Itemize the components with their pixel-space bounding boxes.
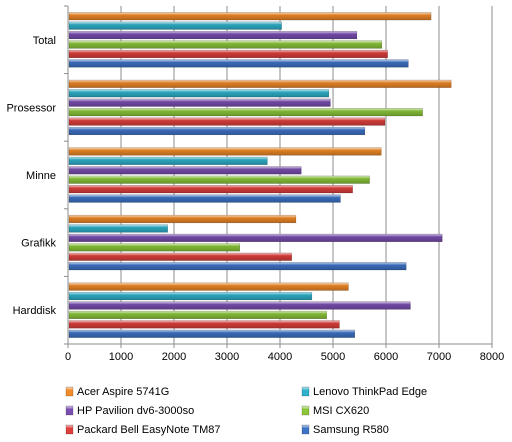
legend-swatch-msi-cx620 [301,405,310,416]
category-label-grafikk: Grafikk [21,238,56,250]
legend-swatch-hp-pavilion-dv6-3000so [65,405,74,416]
legend-swatch-packard-bell-easynote-tm87 [65,424,74,435]
bar-minne-packard-bell-easynote-tm87 [68,185,353,194]
bar-grafikk-samsung-r580 [68,262,407,271]
x-tick-label-8000: 8000 [480,351,504,363]
legend-label-hp-pavilion-dv6-3000so: HP Pavilion dv6-3000so [77,405,194,417]
legend-item-packard-bell-easynote-tm87: Packard Bell EasyNote TM87 [65,424,220,436]
bars [68,12,452,338]
legend-label-lenovo-thinkpad-edge: Lenovo ThinkPad Edge [313,386,427,398]
bar-grafikk-packard-bell-easynote-tm87 [68,252,292,261]
bar-minne-lenovo-thinkpad-edge [68,156,268,165]
bar-grafikk-msi-cx620 [68,243,241,252]
bar-minne-msi-cx620 [68,175,370,184]
legend-label-acer-aspire-5741g: Acer Aspire 5741G [77,386,169,398]
legend-item-hp-pavilion-dv6-3000so: HP Pavilion dv6-3000so [65,405,194,417]
bar-minne-acer-aspire-5741g [68,147,382,156]
legend-item-acer-aspire-5741g: Acer Aspire 5741G [65,386,169,398]
legend-label-msi-cx620: MSI CX620 [313,405,369,417]
bar-prosessor-samsung-r580 [68,126,366,136]
x-tick-label-0: 0 [65,351,71,363]
bar-harddisk-hp-pavilion-dv6-3000so [68,301,411,310]
x-tick-label-5000: 5000 [321,351,345,363]
category-label-minne: Minne [26,170,56,182]
bar-prosessor-acer-aspire-5741g [68,79,452,88]
bar-prosessor-hp-pavilion-dv6-3000so [68,98,331,107]
bar-grafikk-lenovo-thinkpad-edge [68,224,168,233]
axes: 0 1000 2000 3000 4000 5000 6000 7000 8000 Total Pr… [6,5,504,363]
category-label-total: Total [33,35,56,47]
legend-label-samsung-r580: Samsung R580 [313,424,389,436]
legend-swatch-lenovo-thinkpad-edge [301,386,310,397]
bar-prosessor-packard-bell-easynote-tm87 [68,117,386,126]
x-tick-label-3000: 3000 [215,351,239,363]
x-tick-label-7000: 7000 [427,351,451,363]
legend-item-lenovo-thinkpad-edge: Lenovo ThinkPad Edge [301,386,427,398]
bar-total-hp-pavilion-dv6-3000so [68,30,358,40]
bar-prosessor-msi-cx620 [68,108,423,117]
bar-harddisk-acer-aspire-5741g [68,282,349,291]
bar-harddisk-samsung-r580 [68,329,356,338]
bar-harddisk-msi-cx620 [68,310,327,320]
legend-label-packard-bell-easynote-tm87: Packard Bell EasyNote TM87 [77,424,220,436]
bar-grafikk-acer-aspire-5741g [68,214,297,224]
bar-prosessor-lenovo-thinkpad-edge [68,89,330,98]
bar-harddisk-packard-bell-easynote-tm87 [68,320,340,329]
x-tick-label-6000: 6000 [374,351,398,363]
bar-minne-samsung-r580 [68,194,341,203]
category-label-prosessor: Prosessor [6,102,56,114]
bar-total-lenovo-thinkpad-edge [68,21,282,30]
bar-minne-hp-pavilion-dv6-3000so [68,166,302,175]
x-tick-label-1000: 1000 [109,351,133,363]
bar-total-acer-aspire-5741g [68,12,432,21]
bar-grafikk-hp-pavilion-dv6-3000so [68,233,443,242]
bar-total-packard-bell-easynote-tm87 [68,49,388,59]
bar-total-samsung-r580 [68,59,409,68]
x-tick-label-2000: 2000 [162,351,186,363]
bar-total-msi-cx620 [68,40,383,49]
legend-item-msi-cx620: MSI CX620 [301,405,369,417]
legend-swatch-acer-aspire-5741g [65,386,74,397]
legend: Acer Aspire 5741G Lenovo ThinkPad Edge HP … [65,386,427,436]
x-tick-label-4000: 4000 [268,351,292,363]
legend-swatch-samsung-r580 [301,424,310,435]
legend-item-samsung-r580: Samsung R580 [301,424,389,436]
bar-harddisk-lenovo-thinkpad-edge [68,291,313,301]
category-label-harddisk: Harddisk [13,305,57,317]
